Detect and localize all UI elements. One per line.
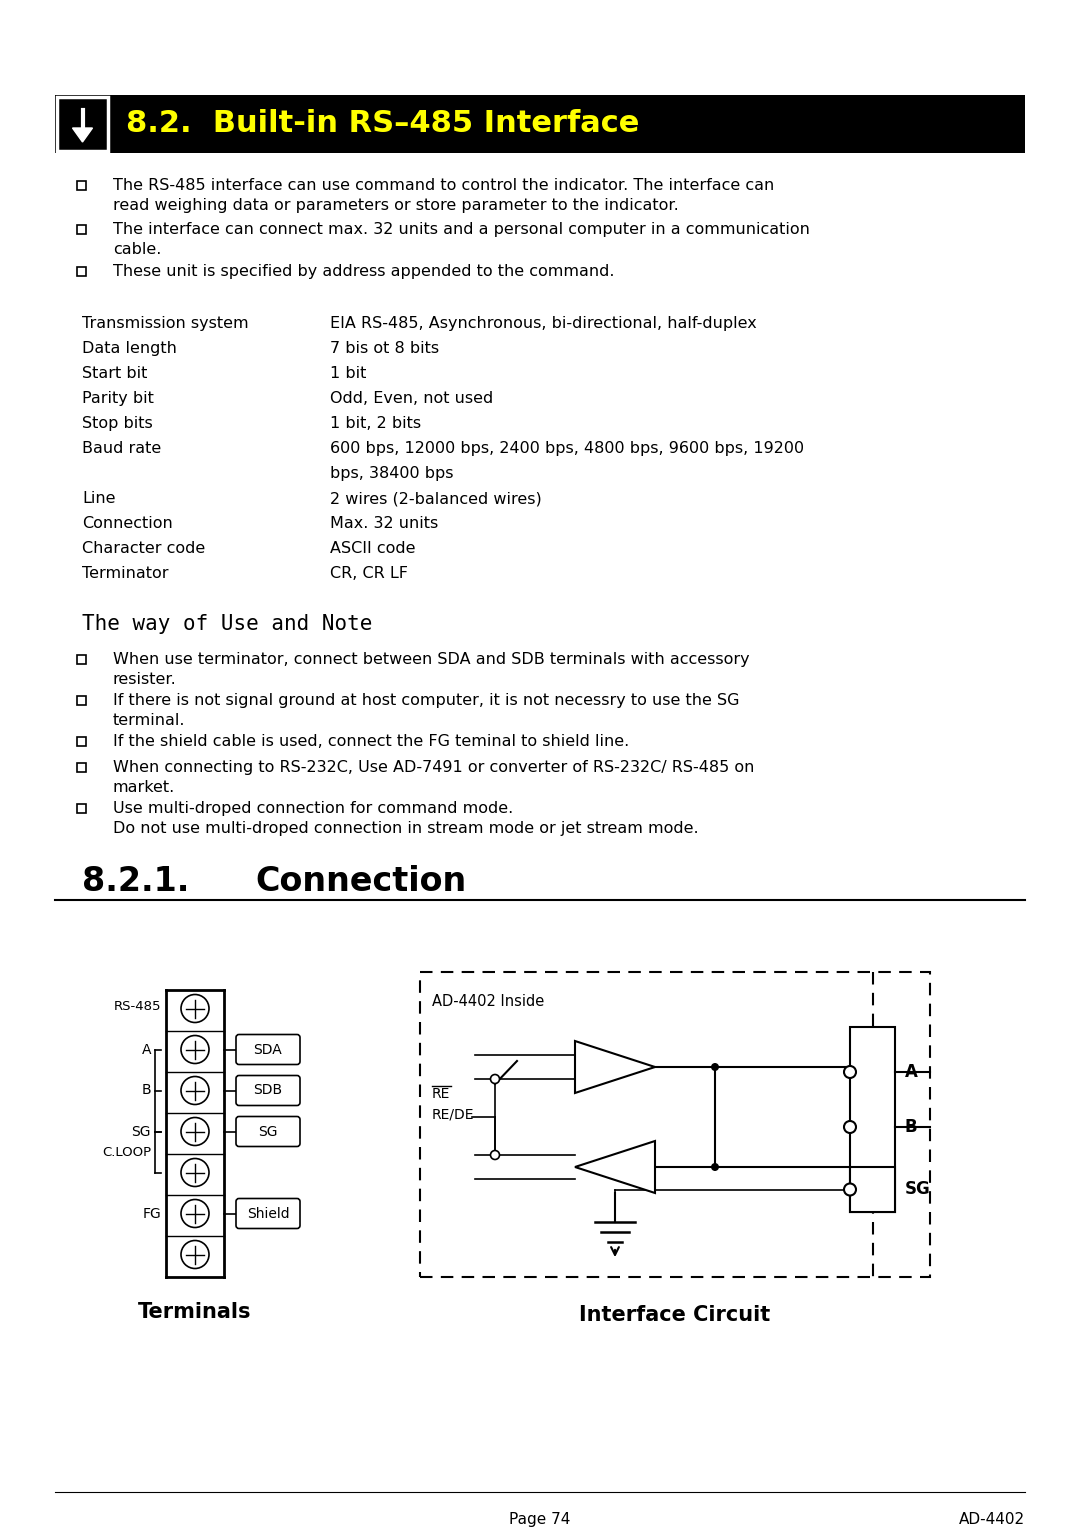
Circle shape xyxy=(181,1199,210,1227)
Text: When connecting to RS-232C, Use AD-7491 or converter of RS-232C/ RS-485 on: When connecting to RS-232C, Use AD-7491 … xyxy=(113,759,754,775)
Text: resister.: resister. xyxy=(113,672,177,688)
FancyBboxPatch shape xyxy=(237,1076,300,1105)
Text: Stop bits: Stop bits xyxy=(82,416,152,431)
Text: 8.2.  Built-in RS–485 Interface: 8.2. Built-in RS–485 Interface xyxy=(126,108,639,138)
Bar xyxy=(77,736,86,746)
Bar xyxy=(420,972,930,1277)
Circle shape xyxy=(843,1122,856,1132)
FancyBboxPatch shape xyxy=(237,1198,300,1229)
Text: RE: RE xyxy=(432,1086,450,1102)
Circle shape xyxy=(711,1163,719,1170)
Text: Start bit: Start bit xyxy=(82,367,147,380)
Text: Shield: Shield xyxy=(246,1207,289,1221)
Text: CR, CR LF: CR, CR LF xyxy=(330,565,408,581)
Text: SG: SG xyxy=(132,1125,151,1138)
Circle shape xyxy=(843,1184,856,1195)
Text: SG: SG xyxy=(905,1181,931,1198)
Text: Do not use multi-droped connection in stream mode or jet stream mode.: Do not use multi-droped connection in st… xyxy=(113,821,699,836)
Text: B: B xyxy=(905,1118,918,1135)
Bar xyxy=(77,695,86,704)
Text: Terminals: Terminals xyxy=(138,1302,252,1322)
Text: C.LOOP: C.LOOP xyxy=(102,1146,151,1158)
Text: Baud rate: Baud rate xyxy=(82,442,161,455)
Text: RE/DE: RE/DE xyxy=(432,1108,474,1122)
Text: SDA: SDA xyxy=(254,1042,282,1056)
Polygon shape xyxy=(72,128,93,142)
Text: 8.2.1.: 8.2.1. xyxy=(82,865,189,898)
Text: Page 74: Page 74 xyxy=(510,1513,570,1526)
Circle shape xyxy=(490,1151,499,1160)
Bar xyxy=(77,180,86,189)
Text: Line: Line xyxy=(82,490,116,506)
Text: When use terminator, connect between SDA and SDB terminals with accessory: When use terminator, connect between SDA… xyxy=(113,652,750,668)
Text: EIA RS-485, Asynchronous, bi-directional, half-duplex: EIA RS-485, Asynchronous, bi-directional… xyxy=(330,316,757,332)
Text: RS-485: RS-485 xyxy=(113,999,161,1013)
Bar xyxy=(55,95,1025,153)
Bar xyxy=(77,225,86,234)
Circle shape xyxy=(181,1241,210,1268)
Text: Connection: Connection xyxy=(82,516,173,532)
Text: read weighing data or parameters or store parameter to the indicator.: read weighing data or parameters or stor… xyxy=(113,199,678,212)
Circle shape xyxy=(843,1067,856,1077)
Circle shape xyxy=(490,1074,499,1083)
Text: If the shield cable is used, connect the FG teminal to shield line.: If the shield cable is used, connect the… xyxy=(113,733,630,749)
Text: Transmission system: Transmission system xyxy=(82,316,248,332)
Text: These unit is specified by address appended to the command.: These unit is specified by address appen… xyxy=(113,264,615,280)
Bar xyxy=(57,96,108,151)
Text: SG: SG xyxy=(258,1125,278,1138)
Text: The RS-485 interface can use command to control the indicator. The interface can: The RS-485 interface can use command to … xyxy=(113,177,774,193)
Text: Odd, Even, not used: Odd, Even, not used xyxy=(330,391,494,406)
Text: AD-4402: AD-4402 xyxy=(959,1513,1025,1526)
FancyBboxPatch shape xyxy=(237,1034,300,1065)
Text: B: B xyxy=(141,1083,151,1097)
Circle shape xyxy=(181,995,210,1022)
Text: A: A xyxy=(905,1063,918,1080)
Text: cable.: cable. xyxy=(113,241,161,257)
Text: 1 bit: 1 bit xyxy=(330,367,366,380)
Bar xyxy=(77,804,86,813)
Text: 1 bit, 2 bits: 1 bit, 2 bits xyxy=(330,416,421,431)
Polygon shape xyxy=(575,1041,654,1093)
Text: market.: market. xyxy=(113,779,175,795)
Text: 7 bis ot 8 bits: 7 bis ot 8 bits xyxy=(330,341,440,356)
Circle shape xyxy=(181,1077,210,1105)
Bar xyxy=(77,762,86,772)
Text: terminal.: terminal. xyxy=(113,714,186,727)
Text: FG: FG xyxy=(143,1207,161,1221)
Text: SDB: SDB xyxy=(254,1083,283,1097)
Circle shape xyxy=(181,1117,210,1146)
Text: 2 wires (2-balanced wires): 2 wires (2-balanced wires) xyxy=(330,490,542,506)
Text: If there is not signal ground at host computer, it is not necessry to use the SG: If there is not signal ground at host co… xyxy=(113,694,740,707)
Text: Interface Circuit: Interface Circuit xyxy=(579,1305,771,1325)
Text: The way of Use and Note: The way of Use and Note xyxy=(82,614,373,634)
Text: AD-4402 Inside: AD-4402 Inside xyxy=(432,995,544,1008)
Bar xyxy=(850,1167,895,1212)
Bar xyxy=(77,656,86,665)
Text: Max. 32 units: Max. 32 units xyxy=(330,516,438,532)
Text: Connection: Connection xyxy=(255,865,467,898)
Circle shape xyxy=(711,1063,719,1071)
Bar xyxy=(77,267,86,277)
Text: Use multi-droped connection for command mode.: Use multi-droped connection for command … xyxy=(113,801,513,816)
Circle shape xyxy=(181,1036,210,1063)
Bar xyxy=(850,1027,895,1212)
Circle shape xyxy=(181,1158,210,1187)
Text: Data length: Data length xyxy=(82,341,177,356)
Text: The interface can connect max. 32 units and a personal computer in a communicati: The interface can connect max. 32 units … xyxy=(113,222,810,237)
Text: ASCII code: ASCII code xyxy=(330,541,416,556)
Polygon shape xyxy=(575,1141,654,1193)
Text: Character code: Character code xyxy=(82,541,205,556)
Text: A: A xyxy=(141,1042,151,1056)
Text: bps, 38400 bps: bps, 38400 bps xyxy=(330,466,454,481)
Text: 600 bps, 12000 bps, 2400 bps, 4800 bps, 9600 bps, 19200: 600 bps, 12000 bps, 2400 bps, 4800 bps, … xyxy=(330,442,805,455)
Text: Terminator: Terminator xyxy=(82,565,168,581)
FancyBboxPatch shape xyxy=(237,1117,300,1146)
Text: Parity bit: Parity bit xyxy=(82,391,153,406)
